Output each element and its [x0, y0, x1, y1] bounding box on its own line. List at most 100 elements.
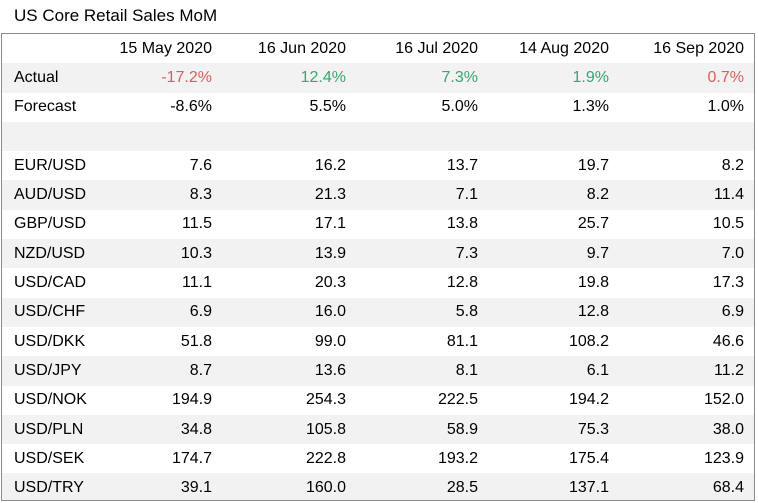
pair-value: 160.0	[222, 473, 356, 500]
pair-name: USD/CHF	[2, 297, 98, 327]
pair-value: 12.8	[488, 297, 619, 327]
pair-value: 137.1	[488, 473, 619, 500]
pair-name: USD/NOK	[14, 391, 87, 409]
pair-value: 8.2	[721, 156, 744, 174]
pair-value: 123.9	[703, 449, 744, 467]
pair-value: 38.0	[619, 414, 754, 445]
pair-value: 7.6	[189, 156, 212, 174]
pair-value: 5.8	[356, 297, 488, 327]
pair-value: 13.8	[446, 215, 478, 233]
pair-value: 11.2	[619, 356, 754, 386]
pair-value: 16.0	[222, 297, 356, 327]
pair-value: 222.8	[305, 449, 346, 467]
pair-name: GBP/USD	[14, 215, 87, 233]
data-table: 15 May 2020 16 Jun 2020 16 Jul 2020 14 A…	[2, 34, 754, 500]
pair-value: 7.0	[619, 239, 754, 269]
pair-value: 75.3	[488, 414, 619, 445]
pair-name: USD/DKK	[14, 332, 86, 350]
pair-value: 152.0	[703, 391, 744, 409]
forecast-value: 5.5%	[309, 98, 346, 116]
pair-value: 13.9	[222, 239, 356, 269]
date-header: 15 May 2020	[119, 39, 212, 57]
pair-name: NZD/USD	[2, 239, 98, 269]
forecast-value: -8.6%	[170, 98, 212, 116]
pair-value: 11.4	[619, 180, 754, 210]
pair-value: 174.7	[171, 449, 212, 467]
pair-value: 46.6	[712, 332, 744, 350]
pair-row: NZD/USD 10.3 13.9 7.3 9.7 7.0	[2, 239, 754, 269]
pair-value: 17.1	[314, 215, 346, 233]
pair-value: 194.2	[568, 391, 609, 409]
forecast-value: 1.3%	[572, 98, 609, 116]
row-label: Forecast	[14, 98, 77, 116]
date-header: 14 Aug 2020	[519, 39, 609, 57]
pair-value: 39.1	[98, 473, 222, 500]
pair-value: 8.3	[98, 180, 222, 210]
spacer-cell	[2, 121, 754, 152]
pair-value: 8.2	[488, 180, 619, 210]
pair-value: 10.3	[98, 239, 222, 269]
corner-cell	[2, 34, 98, 63]
pair-row: USD/SEK 174.7 222.8 193.2 175.4 123.9	[2, 444, 754, 473]
pair-value: 19.7	[577, 156, 609, 174]
pair-value: 105.8	[222, 414, 356, 445]
pair-value: 254.3	[305, 391, 346, 409]
pair-value: 222.5	[437, 391, 478, 409]
pair-name: AUD/USD	[2, 180, 98, 210]
pair-value: 7.1	[356, 180, 488, 210]
pair-value: 13.7	[446, 156, 478, 174]
pair-value: 175.4	[568, 449, 609, 467]
pair-row: GBP/USD 11.5 17.1 13.8 25.7 10.5	[2, 210, 754, 239]
pair-value: 19.8	[577, 274, 609, 292]
pair-value: 68.4	[619, 473, 754, 500]
pair-row: AUD/USD 8.3 21.3 7.1 8.2 11.4	[2, 180, 754, 210]
pair-name: USD/JPY	[2, 356, 98, 386]
date-header: 16 Jul 2020	[395, 39, 478, 57]
actual-value: 1.9%	[488, 63, 619, 93]
pair-value: 99.0	[314, 332, 346, 350]
pair-value: 51.8	[180, 332, 212, 350]
pair-value: 17.3	[712, 274, 744, 292]
pair-row: EUR/USD 7.6 16.2 13.7 19.7 8.2	[2, 151, 754, 180]
pair-row: USD/DKK 51.8 99.0 81.1 108.2 46.6	[2, 327, 754, 356]
row-label: Actual	[2, 63, 98, 93]
header-row: 15 May 2020 16 Jun 2020 16 Jul 2020 14 A…	[2, 34, 754, 63]
pair-value: 7.3	[356, 239, 488, 269]
pair-value: 34.8	[98, 414, 222, 445]
pair-value: 16.2	[314, 156, 346, 174]
pair-name: EUR/USD	[14, 156, 87, 174]
spacer-row	[2, 121, 754, 152]
pair-row: USD/TRY 39.1 160.0 28.5 137.1 68.4	[2, 473, 754, 500]
pair-value: 13.6	[222, 356, 356, 386]
pair-value: 58.9	[356, 414, 488, 445]
pair-value: 6.9	[619, 297, 754, 327]
pair-value: 9.7	[488, 239, 619, 269]
pair-value: 108.2	[568, 332, 609, 350]
pair-value: 21.3	[222, 180, 356, 210]
pair-row: USD/PLN 34.8 105.8 58.9 75.3 38.0	[2, 414, 754, 445]
pair-value: 11.5	[182, 215, 212, 233]
actual-value: 0.7%	[619, 63, 754, 93]
pair-value: 193.2	[437, 449, 478, 467]
actual-row: Actual -17.2% 12.4% 7.3% 1.9% 0.7%	[2, 63, 754, 93]
pair-value: 12.8	[446, 274, 478, 292]
pair-value: 194.9	[171, 391, 212, 409]
forecast-row: Forecast -8.6% 5.5% 5.0% 1.3% 1.0%	[2, 93, 754, 122]
pair-row: USD/CAD 11.1 20.3 12.8 19.8 17.3	[2, 268, 754, 297]
pair-row: USD/JPY 8.7 13.6 8.1 6.1 11.2	[2, 356, 754, 386]
pair-value: 8.7	[98, 356, 222, 386]
pair-row: USD/CHF 6.9 16.0 5.8 12.8 6.9	[2, 297, 754, 327]
pair-value: 6.1	[488, 356, 619, 386]
actual-value: -17.2%	[98, 63, 222, 93]
pair-row: USD/NOK 194.9 254.3 222.5 194.2 152.0	[2, 386, 754, 415]
date-header: 16 Jun 2020	[257, 39, 346, 57]
table-title: US Core Retail Sales MoM	[14, 6, 218, 25]
pair-value: 28.5	[356, 473, 488, 500]
forecast-value: 1.0%	[707, 98, 744, 116]
pair-value: 10.5	[712, 215, 744, 233]
pair-value: 6.9	[98, 297, 222, 327]
pair-value: 8.1	[356, 356, 488, 386]
pair-value: 11.1	[182, 274, 212, 292]
actual-value: 7.3%	[356, 63, 488, 93]
